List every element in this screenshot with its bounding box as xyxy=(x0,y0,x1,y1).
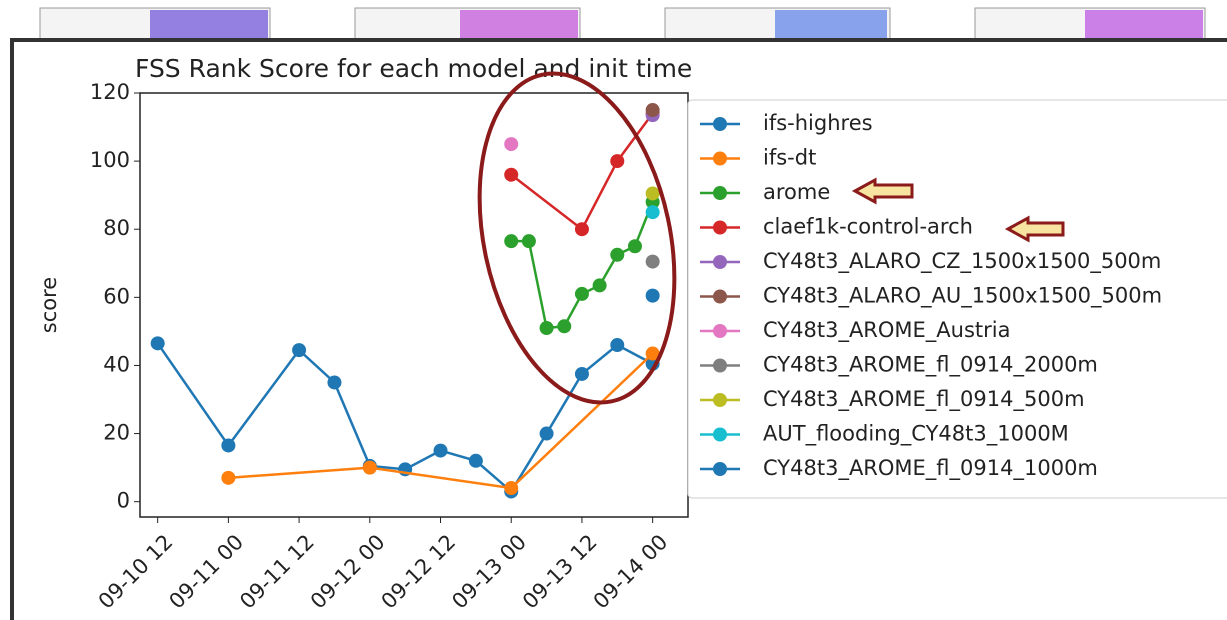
legend-label: CY48t3_AROME_fl_0914_1000m xyxy=(763,456,1098,481)
data-point xyxy=(504,234,518,248)
legend-label: AUT_flooding_CY48t3_1000M xyxy=(763,422,1069,447)
data-point xyxy=(646,205,660,219)
legend-label: CY48t3_AROME_fl_0914_500m xyxy=(763,387,1085,412)
data-point xyxy=(593,278,607,292)
data-point xyxy=(434,444,448,458)
y-tick-label: 20 xyxy=(103,421,130,445)
y-tick-label: 0 xyxy=(117,489,130,513)
y-axis-label: score xyxy=(37,277,61,333)
data-point xyxy=(292,343,306,357)
legend-marker xyxy=(713,117,727,131)
data-point xyxy=(575,287,589,301)
data-point xyxy=(610,248,624,262)
data-point xyxy=(646,186,660,200)
y-tick-label: 80 xyxy=(103,216,130,240)
legend-marker xyxy=(713,393,727,407)
data-point xyxy=(646,255,660,269)
data-point xyxy=(522,234,536,248)
legend-label: arome xyxy=(763,180,830,204)
data-point xyxy=(504,481,518,495)
legend-label: CY48t3_AROME_Austria xyxy=(763,318,1011,343)
legend-label: ifs-highres xyxy=(763,111,873,135)
y-tick-label: 40 xyxy=(103,352,130,376)
legend-marker xyxy=(713,428,727,442)
chart-title: FSS Rank Score for each model and init t… xyxy=(135,54,692,83)
data-point xyxy=(610,338,624,352)
screenshot: FSS Rank Score for each model and init t… xyxy=(0,0,1227,620)
legend-marker xyxy=(713,290,727,304)
legend-marker xyxy=(713,186,727,200)
data-point xyxy=(610,154,624,168)
background-strip xyxy=(40,8,1205,42)
data-point xyxy=(646,103,660,117)
legend-marker xyxy=(713,221,727,235)
legend-label: ifs-dt xyxy=(763,146,816,170)
legend-label: CY48t3_ALARO_AU_1500x1500_500m xyxy=(763,284,1162,309)
data-point xyxy=(327,375,341,389)
legend-marker xyxy=(713,152,727,166)
data-point xyxy=(540,321,554,335)
data-point xyxy=(151,336,165,350)
data-point xyxy=(540,427,554,441)
data-point xyxy=(557,319,571,333)
data-point xyxy=(575,222,589,236)
legend-label: CY48t3_ALARO_CZ_1500x1500_500m xyxy=(763,249,1161,274)
data-point xyxy=(628,239,642,253)
legend-label: claef1k-control-arch xyxy=(763,215,973,239)
data-point xyxy=(469,454,483,468)
legend-marker xyxy=(713,462,727,476)
data-point xyxy=(575,367,589,381)
page: {"chart_data": {"type": "line", "title":… xyxy=(0,0,1227,620)
y-tick-label: 100 xyxy=(90,148,130,172)
data-point xyxy=(504,137,518,151)
data-point xyxy=(646,289,660,303)
y-tick-label: 60 xyxy=(103,284,130,308)
y-tick-label: 120 xyxy=(90,80,130,104)
data-point xyxy=(221,438,235,452)
legend-marker xyxy=(713,324,727,338)
legend-label: CY48t3_AROME_fl_0914_2000m xyxy=(763,353,1098,378)
legend-marker xyxy=(713,359,727,373)
data-point xyxy=(363,461,377,475)
legend-marker xyxy=(713,255,727,269)
data-point xyxy=(504,168,518,182)
data-point xyxy=(221,471,235,485)
